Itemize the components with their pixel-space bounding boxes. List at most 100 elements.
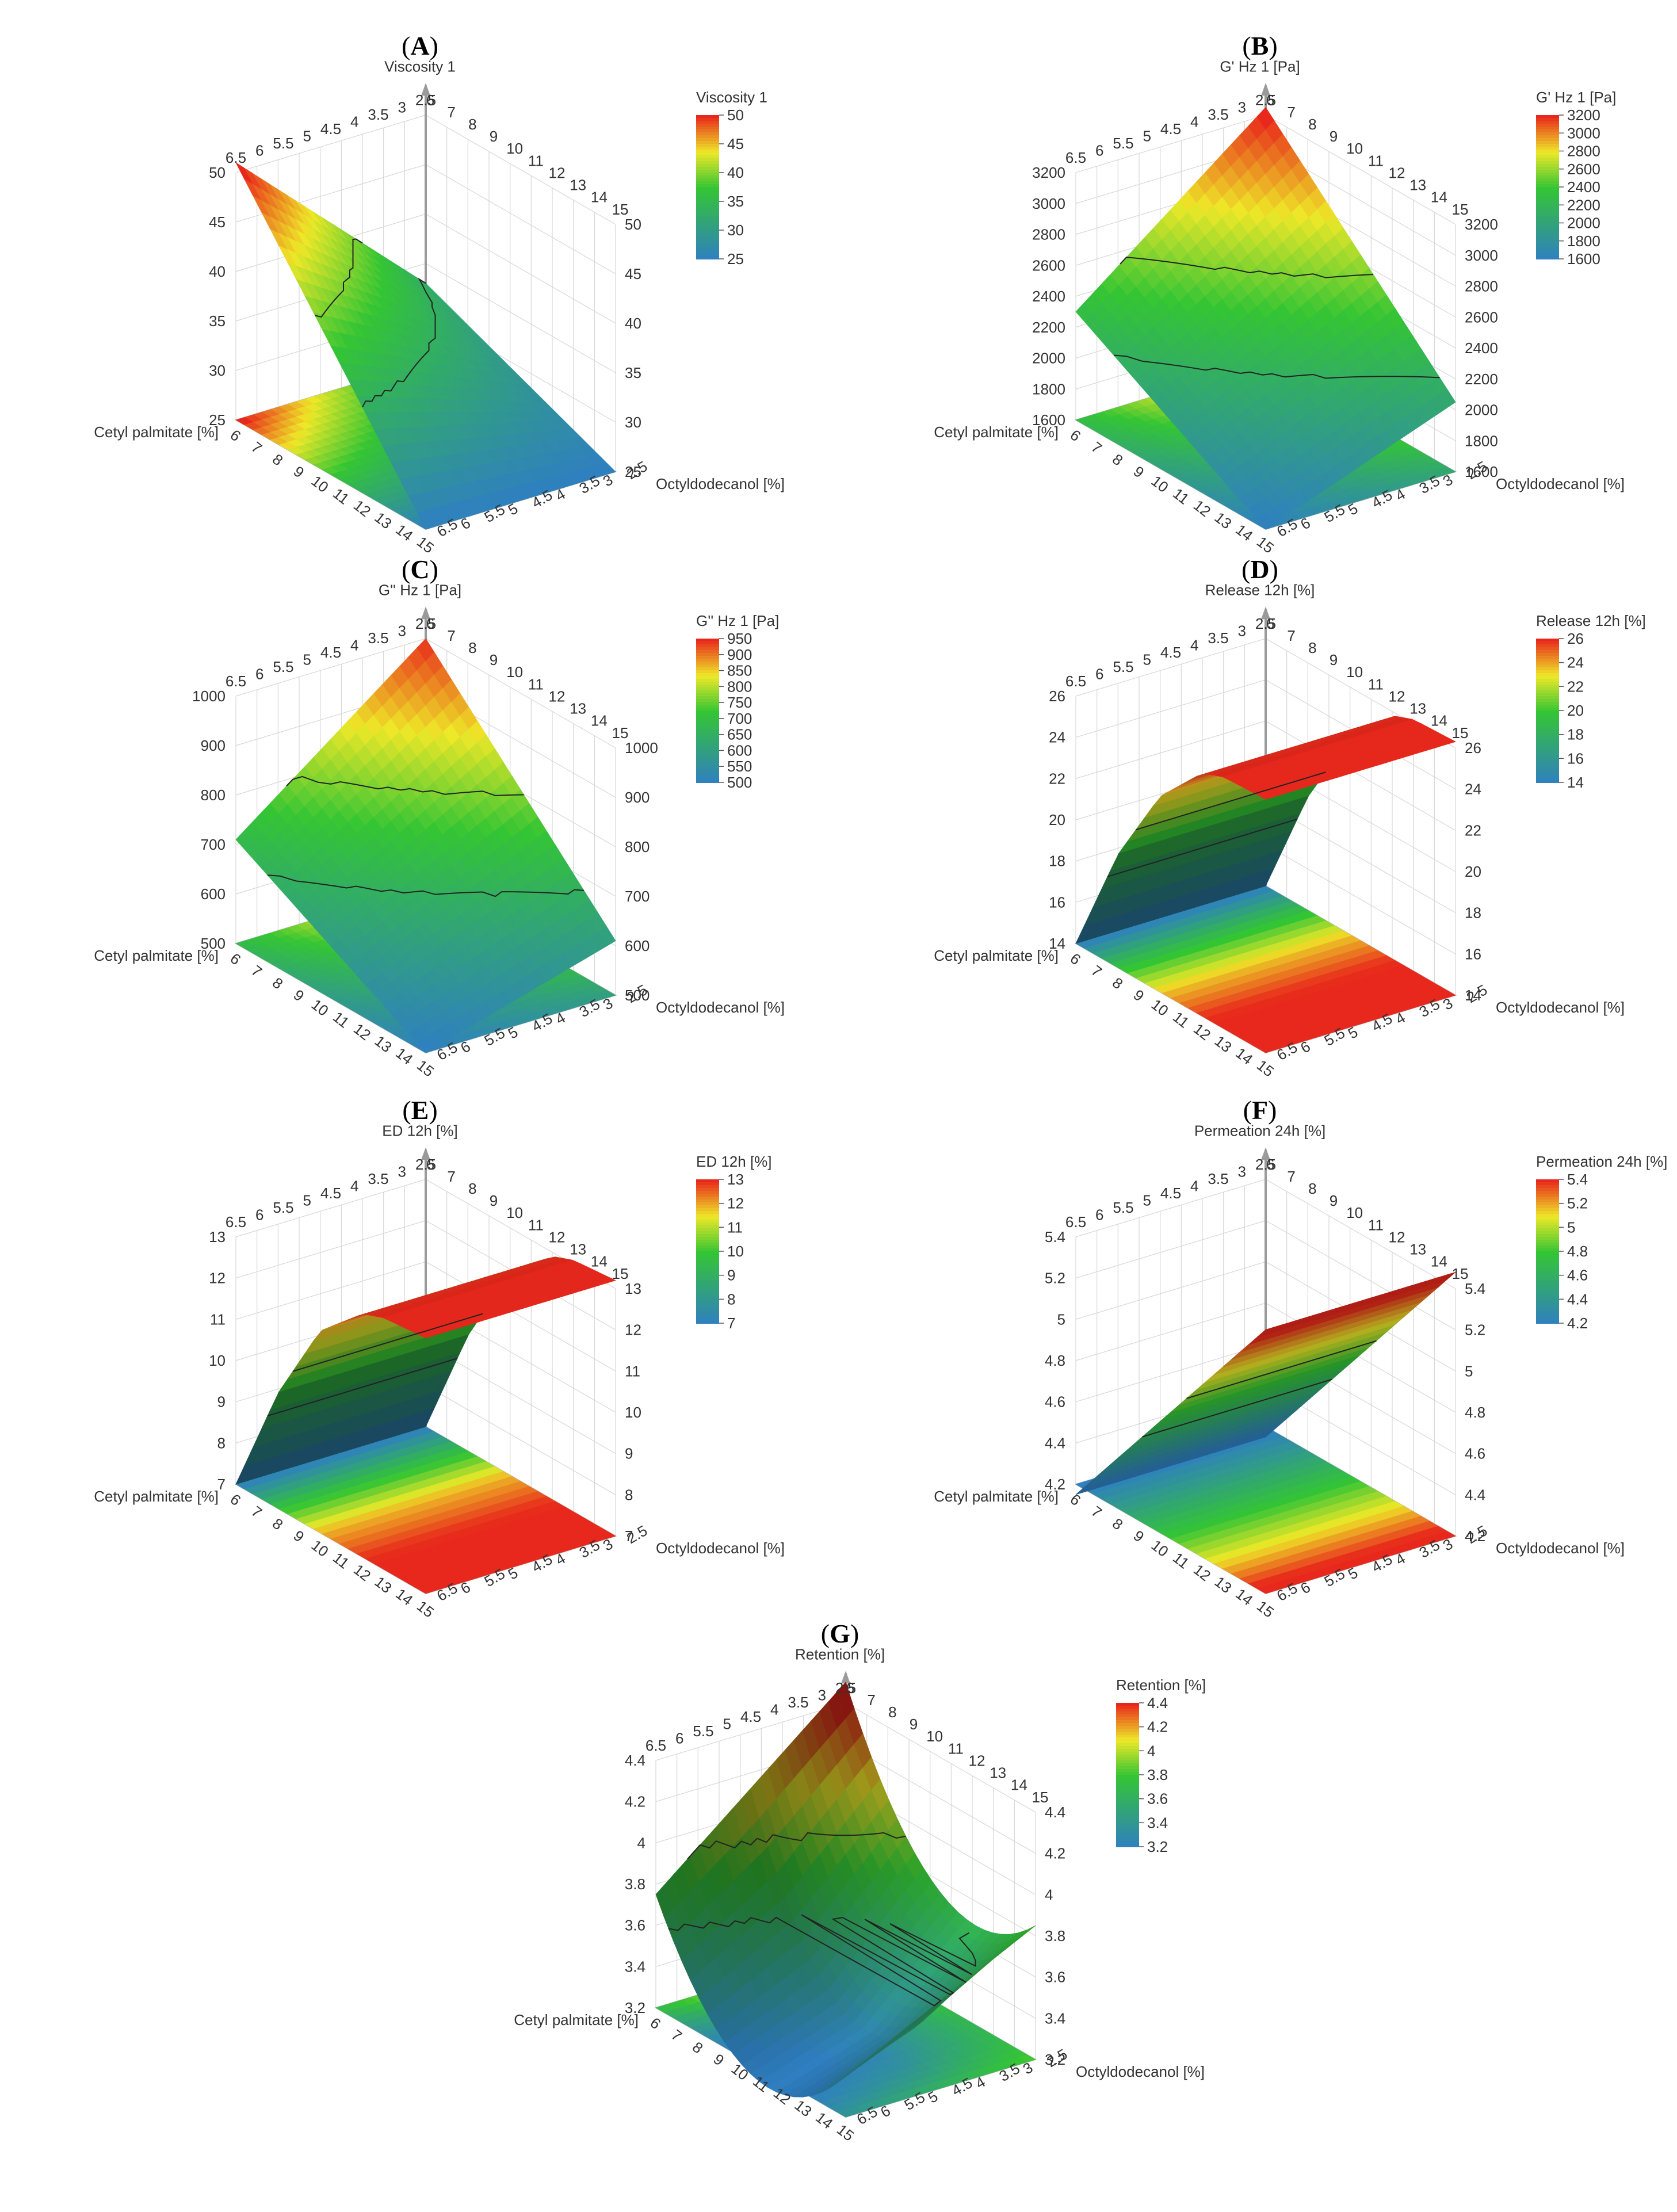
back-octyl-tick: 4 xyxy=(1190,113,1198,130)
colorbar-segment xyxy=(1536,719,1559,723)
colorbar: G' Hz 1 [Pa]1600180020002200240026002800… xyxy=(1536,89,1616,268)
colorbar-segment xyxy=(1536,236,1559,239)
z-tick-label: 2000 xyxy=(1465,402,1498,419)
z-tick-label: 800 xyxy=(201,786,226,804)
colorbar-segment xyxy=(1536,725,1559,728)
contour-line xyxy=(362,277,436,408)
x-tick-label: 8 xyxy=(269,450,286,469)
colorbar-tick-label: 20 xyxy=(1567,702,1584,719)
colorbar-tick-label: 2200 xyxy=(1567,196,1600,213)
back-cetyl-tick: 12 xyxy=(549,164,566,181)
x-tick-label: 11 xyxy=(330,484,353,507)
colorbar-tick-label: 2800 xyxy=(1567,143,1600,160)
colorbar-segment xyxy=(696,705,719,708)
colorbar-segment xyxy=(1536,748,1559,751)
back-octyl-tick: 2.5 xyxy=(415,615,436,632)
colorbar-segment xyxy=(696,193,719,196)
back-cetyl-tick: 7 xyxy=(447,104,455,121)
panel-letter: A xyxy=(410,31,429,60)
colorbar-segment xyxy=(696,175,719,179)
colorbar-segment xyxy=(1536,144,1559,147)
back-octyl-tick: 6.5 xyxy=(226,673,246,690)
back-cetyl-tick: 7 xyxy=(447,627,455,644)
colorbar-title: Viscosity 1 xyxy=(696,89,767,106)
colorbar-segment xyxy=(1536,164,1559,167)
colorbar-segment xyxy=(1536,650,1559,654)
colorbar-segment xyxy=(696,670,719,674)
back-cetyl-tick: 11 xyxy=(1368,152,1384,169)
colorbar-tick-label: 1600 xyxy=(1567,250,1600,268)
back-octyl-tick: 3 xyxy=(398,98,406,116)
back-cetyl-tick: 8 xyxy=(468,116,476,133)
colorbar-segment xyxy=(1536,219,1559,222)
colorbar-segment xyxy=(1536,210,1559,213)
colorbar-segment xyxy=(696,190,719,193)
colorbar-segment xyxy=(1536,670,1559,674)
colorbar-segment xyxy=(1536,178,1559,182)
back-octyl-tick: 6 xyxy=(255,665,263,682)
x-tick-label: 10 xyxy=(1148,472,1172,496)
z-tick-label: 20 xyxy=(1049,811,1065,828)
colorbar-segment xyxy=(696,196,719,199)
z-tick-label: 2200 xyxy=(1032,319,1065,336)
back-octyl-tick: 2.5 xyxy=(1255,91,1276,109)
z-tick-label: 700 xyxy=(201,836,226,853)
colorbar-segment xyxy=(696,127,719,130)
colorbar-segment xyxy=(1536,204,1559,208)
x-axis-title: Cetyl palmitate [%] xyxy=(934,947,1059,964)
z-tick-label: 18 xyxy=(1049,853,1065,870)
z-tick-label: 24 xyxy=(1049,729,1065,746)
z-tick-label: 22 xyxy=(1049,770,1065,787)
colorbar-segment xyxy=(1536,641,1559,645)
colorbar-segment xyxy=(696,250,719,254)
colorbar-segment xyxy=(696,757,719,760)
colorbar-segment xyxy=(696,124,719,127)
back-cetyl-tick: 9 xyxy=(490,128,498,145)
surface-cell xyxy=(598,926,616,946)
colorbar-tick-label: 2400 xyxy=(1567,178,1600,196)
y-tick-label: 6 xyxy=(457,514,473,533)
contour-line xyxy=(267,874,585,897)
back-cetyl-tick: 14 xyxy=(1431,712,1447,729)
colorbar-segment xyxy=(1536,739,1559,743)
colorbar-tick-label: 800 xyxy=(727,678,752,695)
panel-letter: C xyxy=(410,555,429,584)
colorbar-segment xyxy=(1536,242,1559,245)
z-tick-label: 1000 xyxy=(625,739,658,757)
contour-line xyxy=(286,775,524,796)
back-octyl-tick: 6.5 xyxy=(226,149,246,166)
colorbar-segment xyxy=(1536,115,1559,119)
z-tick-label: 16 xyxy=(1465,945,1481,962)
back-octyl-tick: 3 xyxy=(398,622,406,639)
colorbar-segment xyxy=(696,641,719,645)
back-octyl-tick: 4.5 xyxy=(1160,644,1181,661)
z-tick-label: 2200 xyxy=(1465,370,1498,388)
colorbar-segment xyxy=(696,708,719,711)
back-cetyl-tick: 6 xyxy=(1266,615,1274,632)
colorbar-segment xyxy=(696,731,719,734)
z-tick-label: 35 xyxy=(625,364,641,381)
x-axis-title: Cetyl palmitate [%] xyxy=(934,423,1059,441)
panel-label: (E) xyxy=(402,1095,437,1125)
colorbar-segment xyxy=(1536,207,1559,211)
z-tick-label: 25 xyxy=(209,411,226,429)
x-tick-label: 9 xyxy=(1130,986,1148,1005)
colorbar-segment xyxy=(1536,664,1559,668)
colorbar-segment xyxy=(696,115,719,119)
x-tick-label: 15 xyxy=(1254,1056,1277,1080)
x-tick-label: 14 xyxy=(392,521,416,544)
response-surface xyxy=(235,638,616,1053)
colorbar-segment xyxy=(1536,659,1559,662)
back-octyl-tick: 6 xyxy=(1095,665,1103,682)
y-tick-label: 5 xyxy=(505,499,521,518)
colorbar-title: Release 12h [%] xyxy=(1536,612,1646,629)
colorbar-segment xyxy=(1536,702,1559,705)
colorbar-segment xyxy=(1536,198,1559,202)
colorbar-segment xyxy=(696,224,719,228)
z-tick-label: 2800 xyxy=(1032,226,1065,243)
z-axis-title: Viscosity 1 xyxy=(384,58,456,75)
z-tick-label: 30 xyxy=(209,362,226,379)
y-axis-title: Octyldodecanol [%] xyxy=(1496,999,1625,1016)
colorbar: G'' Hz 1 [Pa]500550600650700750800850900… xyxy=(696,612,779,791)
